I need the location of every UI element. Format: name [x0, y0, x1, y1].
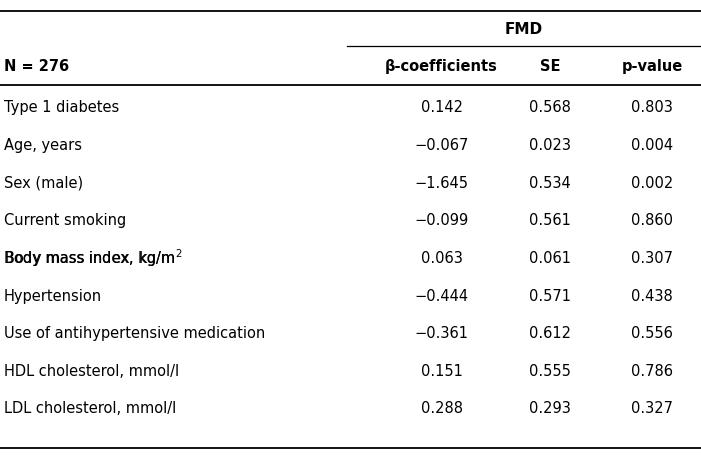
- Text: 0.561: 0.561: [529, 213, 571, 228]
- Text: 0.061: 0.061: [529, 251, 571, 266]
- Text: 0.555: 0.555: [529, 364, 571, 379]
- Text: −0.361: −0.361: [414, 326, 469, 341]
- Text: 0.534: 0.534: [529, 176, 571, 190]
- Text: 0.293: 0.293: [529, 402, 571, 416]
- Text: Type 1 diabetes: Type 1 diabetes: [4, 101, 118, 115]
- Text: 0.438: 0.438: [631, 289, 673, 303]
- Text: 0.327: 0.327: [631, 402, 673, 416]
- Text: Current smoking: Current smoking: [4, 213, 125, 228]
- Text: 0.063: 0.063: [421, 251, 463, 266]
- Text: 0.786: 0.786: [631, 364, 673, 379]
- Text: 0.860: 0.860: [631, 213, 673, 228]
- Text: HDL cholesterol, mmol/l: HDL cholesterol, mmol/l: [4, 364, 179, 379]
- Text: 0.803: 0.803: [631, 101, 673, 115]
- Text: 0.556: 0.556: [631, 326, 673, 341]
- Text: 0.023: 0.023: [529, 138, 571, 153]
- Text: Hypertension: Hypertension: [4, 289, 102, 303]
- Text: Age, years: Age, years: [4, 138, 81, 153]
- Text: 0.571: 0.571: [529, 289, 571, 303]
- Text: −0.099: −0.099: [414, 213, 469, 228]
- Text: 0.002: 0.002: [631, 176, 673, 190]
- Text: 0.568: 0.568: [529, 101, 571, 115]
- Text: 0.142: 0.142: [421, 101, 463, 115]
- Text: FMD: FMD: [505, 22, 543, 37]
- Text: Use of antihypertensive medication: Use of antihypertensive medication: [4, 326, 265, 341]
- Text: β-coefficients: β-coefficients: [385, 59, 498, 74]
- Text: 0.307: 0.307: [631, 251, 673, 266]
- Text: Body mass index, kg/m: Body mass index, kg/m: [4, 251, 175, 266]
- Text: −1.645: −1.645: [414, 176, 469, 190]
- Text: −0.067: −0.067: [414, 138, 469, 153]
- Text: LDL cholesterol, mmol/l: LDL cholesterol, mmol/l: [4, 402, 176, 416]
- Text: 0.612: 0.612: [529, 326, 571, 341]
- Text: −0.444: −0.444: [414, 289, 469, 303]
- Text: 0.151: 0.151: [421, 364, 463, 379]
- Text: 0.004: 0.004: [631, 138, 673, 153]
- Text: N = 276: N = 276: [4, 59, 69, 74]
- Text: Sex (male): Sex (male): [4, 176, 83, 190]
- Text: Body mass index, kg/m$^2$: Body mass index, kg/m$^2$: [4, 247, 182, 269]
- Text: 0.288: 0.288: [421, 402, 463, 416]
- Text: SE: SE: [540, 59, 561, 74]
- Text: p-value: p-value: [621, 59, 683, 74]
